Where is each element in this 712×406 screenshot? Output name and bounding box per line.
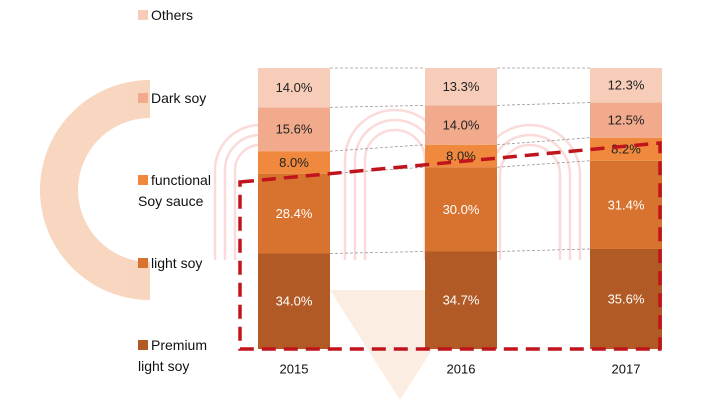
connector-line [497, 161, 590, 167]
connector-line [497, 103, 590, 106]
value-label: 14.0% [276, 80, 313, 95]
legend-swatch [138, 258, 148, 268]
value-label: 31.4% [608, 197, 645, 212]
legend-label: Dark soy [151, 90, 206, 106]
value-label: 8.0% [279, 155, 309, 170]
legend-swatch [138, 175, 148, 185]
chart: 34.0%28.4%8.0%15.6%14.0%201534.7%30.0%8.… [0, 0, 712, 406]
legend-swatch [138, 93, 148, 103]
connector-line [330, 105, 425, 107]
value-label: 15.6% [276, 122, 313, 137]
bars: 34.0%28.4%8.0%15.6%14.0%201534.7%30.0%8.… [258, 68, 662, 376]
legend-label: functional Soy sauce [138, 172, 211, 209]
legend-item: Dark soy [138, 88, 206, 109]
value-label: 13.3% [443, 79, 480, 94]
value-label: 14.0% [443, 117, 480, 132]
x-tick-label: 2016 [447, 361, 476, 376]
value-label: 30.0% [443, 202, 480, 217]
connector-line [497, 249, 590, 252]
legend-label: light soy [151, 255, 202, 271]
value-label: 34.7% [443, 293, 480, 308]
legend-swatch [138, 10, 148, 20]
legend-item: Premium light soy [138, 335, 207, 377]
value-label: 12.3% [608, 78, 645, 93]
page: 34.0%28.4%8.0%15.6%14.0%201534.7%30.0%8.… [0, 0, 712, 406]
legend-item: Others [138, 5, 193, 26]
value-label: 35.6% [608, 291, 645, 306]
legend-label: Premium light soy [138, 337, 207, 374]
legend-item: functional Soy sauce [138, 170, 211, 212]
value-label: 12.5% [608, 113, 645, 128]
legend-swatch [138, 340, 148, 350]
legend-label: Others [151, 7, 193, 23]
legend-item: light soy [138, 253, 202, 274]
x-tick-label: 2015 [280, 361, 309, 376]
value-label: 28.4% [276, 206, 313, 221]
x-tick-label: 2017 [612, 361, 641, 376]
connector-line [330, 145, 425, 151]
value-label: 34.0% [276, 294, 313, 309]
